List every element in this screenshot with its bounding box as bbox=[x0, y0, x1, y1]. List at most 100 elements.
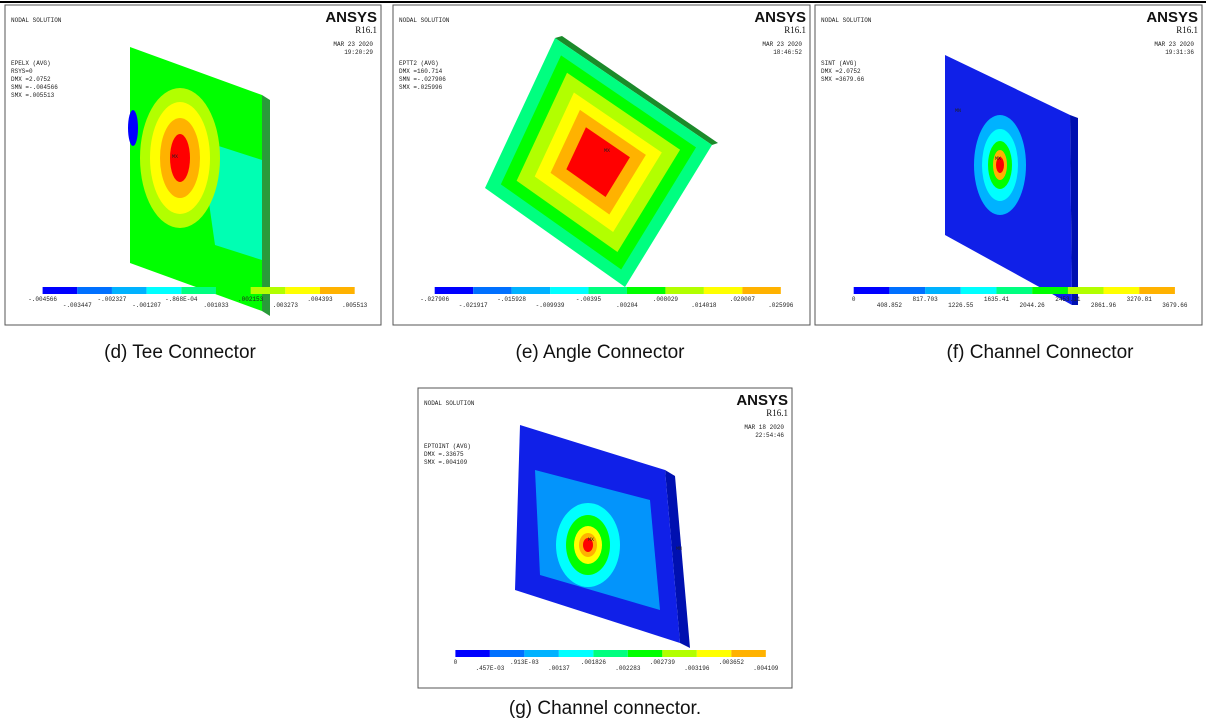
info-line: SMX =.004109 bbox=[424, 459, 468, 466]
legend-label: -.002327 bbox=[98, 296, 127, 303]
legend-swatch bbox=[77, 287, 112, 294]
panel-title: NODAL SOLUTION bbox=[11, 17, 62, 24]
version: R16.1 bbox=[355, 25, 377, 35]
time: 22:54:46 bbox=[755, 432, 784, 439]
info-line: SMX =.005513 bbox=[11, 92, 55, 99]
legend-label: 1226.55 bbox=[948, 302, 974, 309]
legend-swatch bbox=[559, 650, 593, 657]
legend-swatch bbox=[628, 650, 662, 657]
info-line: SMN =-.004566 bbox=[11, 84, 58, 91]
legend-label: .014018 bbox=[691, 302, 717, 309]
legend-label: .001033 bbox=[203, 302, 229, 309]
panel-title: NODAL SOLUTION bbox=[821, 17, 872, 24]
legend-label: .003196 bbox=[684, 665, 710, 672]
legend-swatch bbox=[320, 287, 355, 294]
plate-side bbox=[262, 95, 270, 316]
legend-label: .002283 bbox=[615, 665, 641, 672]
brand: ANSYS bbox=[325, 9, 377, 26]
legend-swatch bbox=[925, 287, 961, 294]
info-line: SMX =3679.66 bbox=[821, 76, 865, 83]
legend-swatch bbox=[854, 287, 890, 294]
legend-swatch bbox=[697, 650, 731, 657]
legend-label: -.009939 bbox=[536, 302, 565, 309]
legend-label: 3270.81 bbox=[1127, 296, 1153, 303]
date: MAR 23 2020 bbox=[762, 41, 802, 48]
info-line: SMX =.025996 bbox=[399, 84, 443, 91]
caption: (d) Tee Connector bbox=[104, 342, 256, 363]
legend-label: .003273 bbox=[273, 302, 299, 309]
legend-label: .020007 bbox=[730, 296, 756, 303]
legend-label: .004393 bbox=[307, 296, 333, 303]
info-line: DMX =.33675 bbox=[424, 451, 464, 458]
legend-swatch bbox=[473, 287, 511, 294]
legend-label: .002739 bbox=[650, 659, 676, 666]
legend-label: 2453.11 bbox=[1055, 296, 1081, 303]
date: MAR 23 2020 bbox=[333, 41, 373, 48]
legend-label: .457E-03 bbox=[475, 665, 504, 672]
contour bbox=[128, 110, 138, 146]
legend-label: 0 bbox=[454, 659, 458, 666]
panel-title: NODAL SOLUTION bbox=[399, 17, 450, 24]
caption: (e) Angle Connector bbox=[516, 342, 686, 363]
legend-label: .002153 bbox=[238, 296, 264, 303]
legend-swatch bbox=[627, 287, 665, 294]
time: 19:20:29 bbox=[344, 49, 373, 56]
figure: MXNODAL SOLUTIONANSYSR16.1MAR 23 202019:… bbox=[0, 0, 1206, 726]
legend-swatch bbox=[524, 650, 558, 657]
legend-swatch bbox=[147, 287, 182, 294]
legend-swatch bbox=[996, 287, 1032, 294]
legend-swatch bbox=[961, 287, 997, 294]
time: 18:46:52 bbox=[773, 49, 802, 56]
legend-swatch bbox=[435, 287, 473, 294]
legend-swatch bbox=[285, 287, 320, 294]
legend-swatch bbox=[43, 287, 78, 294]
legend-swatch bbox=[704, 287, 742, 294]
panel-title: NODAL SOLUTION bbox=[424, 400, 475, 407]
legend-swatch bbox=[490, 650, 524, 657]
marker-label: MN bbox=[676, 546, 682, 552]
legend-label: -.003447 bbox=[63, 302, 92, 309]
legend-label: -.001207 bbox=[132, 302, 161, 309]
legend-label: 2861.96 bbox=[1091, 302, 1117, 309]
info-line: DMX =2.0752 bbox=[11, 76, 51, 83]
info-line: EPELX (AVG) bbox=[11, 60, 51, 67]
legend-swatch bbox=[593, 650, 627, 657]
legend-swatch bbox=[512, 287, 550, 294]
legend-label: 817.703 bbox=[912, 296, 938, 303]
version: R16.1 bbox=[1176, 25, 1198, 35]
legend-label: .00137 bbox=[548, 665, 570, 672]
caption: (f) Channel Connector bbox=[947, 342, 1135, 363]
legend-label: 2044.26 bbox=[1020, 302, 1046, 309]
marker-label: MX bbox=[604, 148, 610, 154]
marker-label: MX bbox=[172, 154, 178, 160]
legend-swatch bbox=[1104, 287, 1140, 294]
legend-label: 3679.66 bbox=[1162, 302, 1188, 309]
legend-swatch bbox=[181, 287, 216, 294]
legend-label: .003652 bbox=[719, 659, 745, 666]
info-line: DMX =2.0752 bbox=[821, 68, 861, 75]
info-line: EPTT2 (AVG) bbox=[399, 60, 439, 67]
legend-swatch bbox=[1032, 287, 1068, 294]
legend-label: 408.852 bbox=[877, 302, 903, 309]
version: R16.1 bbox=[766, 408, 788, 418]
legend-label: .913E-03 bbox=[510, 659, 539, 666]
legend-swatch bbox=[1139, 287, 1175, 294]
legend-label: -.004566 bbox=[28, 296, 57, 303]
legend-label: .004109 bbox=[753, 665, 779, 672]
legend-swatch bbox=[742, 287, 780, 294]
legend-label: .001826 bbox=[581, 659, 607, 666]
brand: ANSYS bbox=[1146, 9, 1198, 26]
legend-swatch bbox=[251, 287, 286, 294]
version: R16.1 bbox=[784, 25, 806, 35]
legend-label: -.021917 bbox=[459, 302, 488, 309]
info-line: DMX =160.714 bbox=[399, 68, 443, 75]
legend-label: -.015928 bbox=[497, 296, 526, 303]
legend-swatch bbox=[589, 287, 627, 294]
legend-swatch bbox=[550, 287, 588, 294]
legend-label: -.027906 bbox=[420, 296, 449, 303]
marker-label: MX bbox=[995, 156, 1001, 162]
legend-swatch bbox=[665, 287, 703, 294]
brand: ANSYS bbox=[736, 392, 788, 409]
legend-label: .00204 bbox=[616, 302, 638, 309]
legend-label: .025996 bbox=[768, 302, 794, 309]
